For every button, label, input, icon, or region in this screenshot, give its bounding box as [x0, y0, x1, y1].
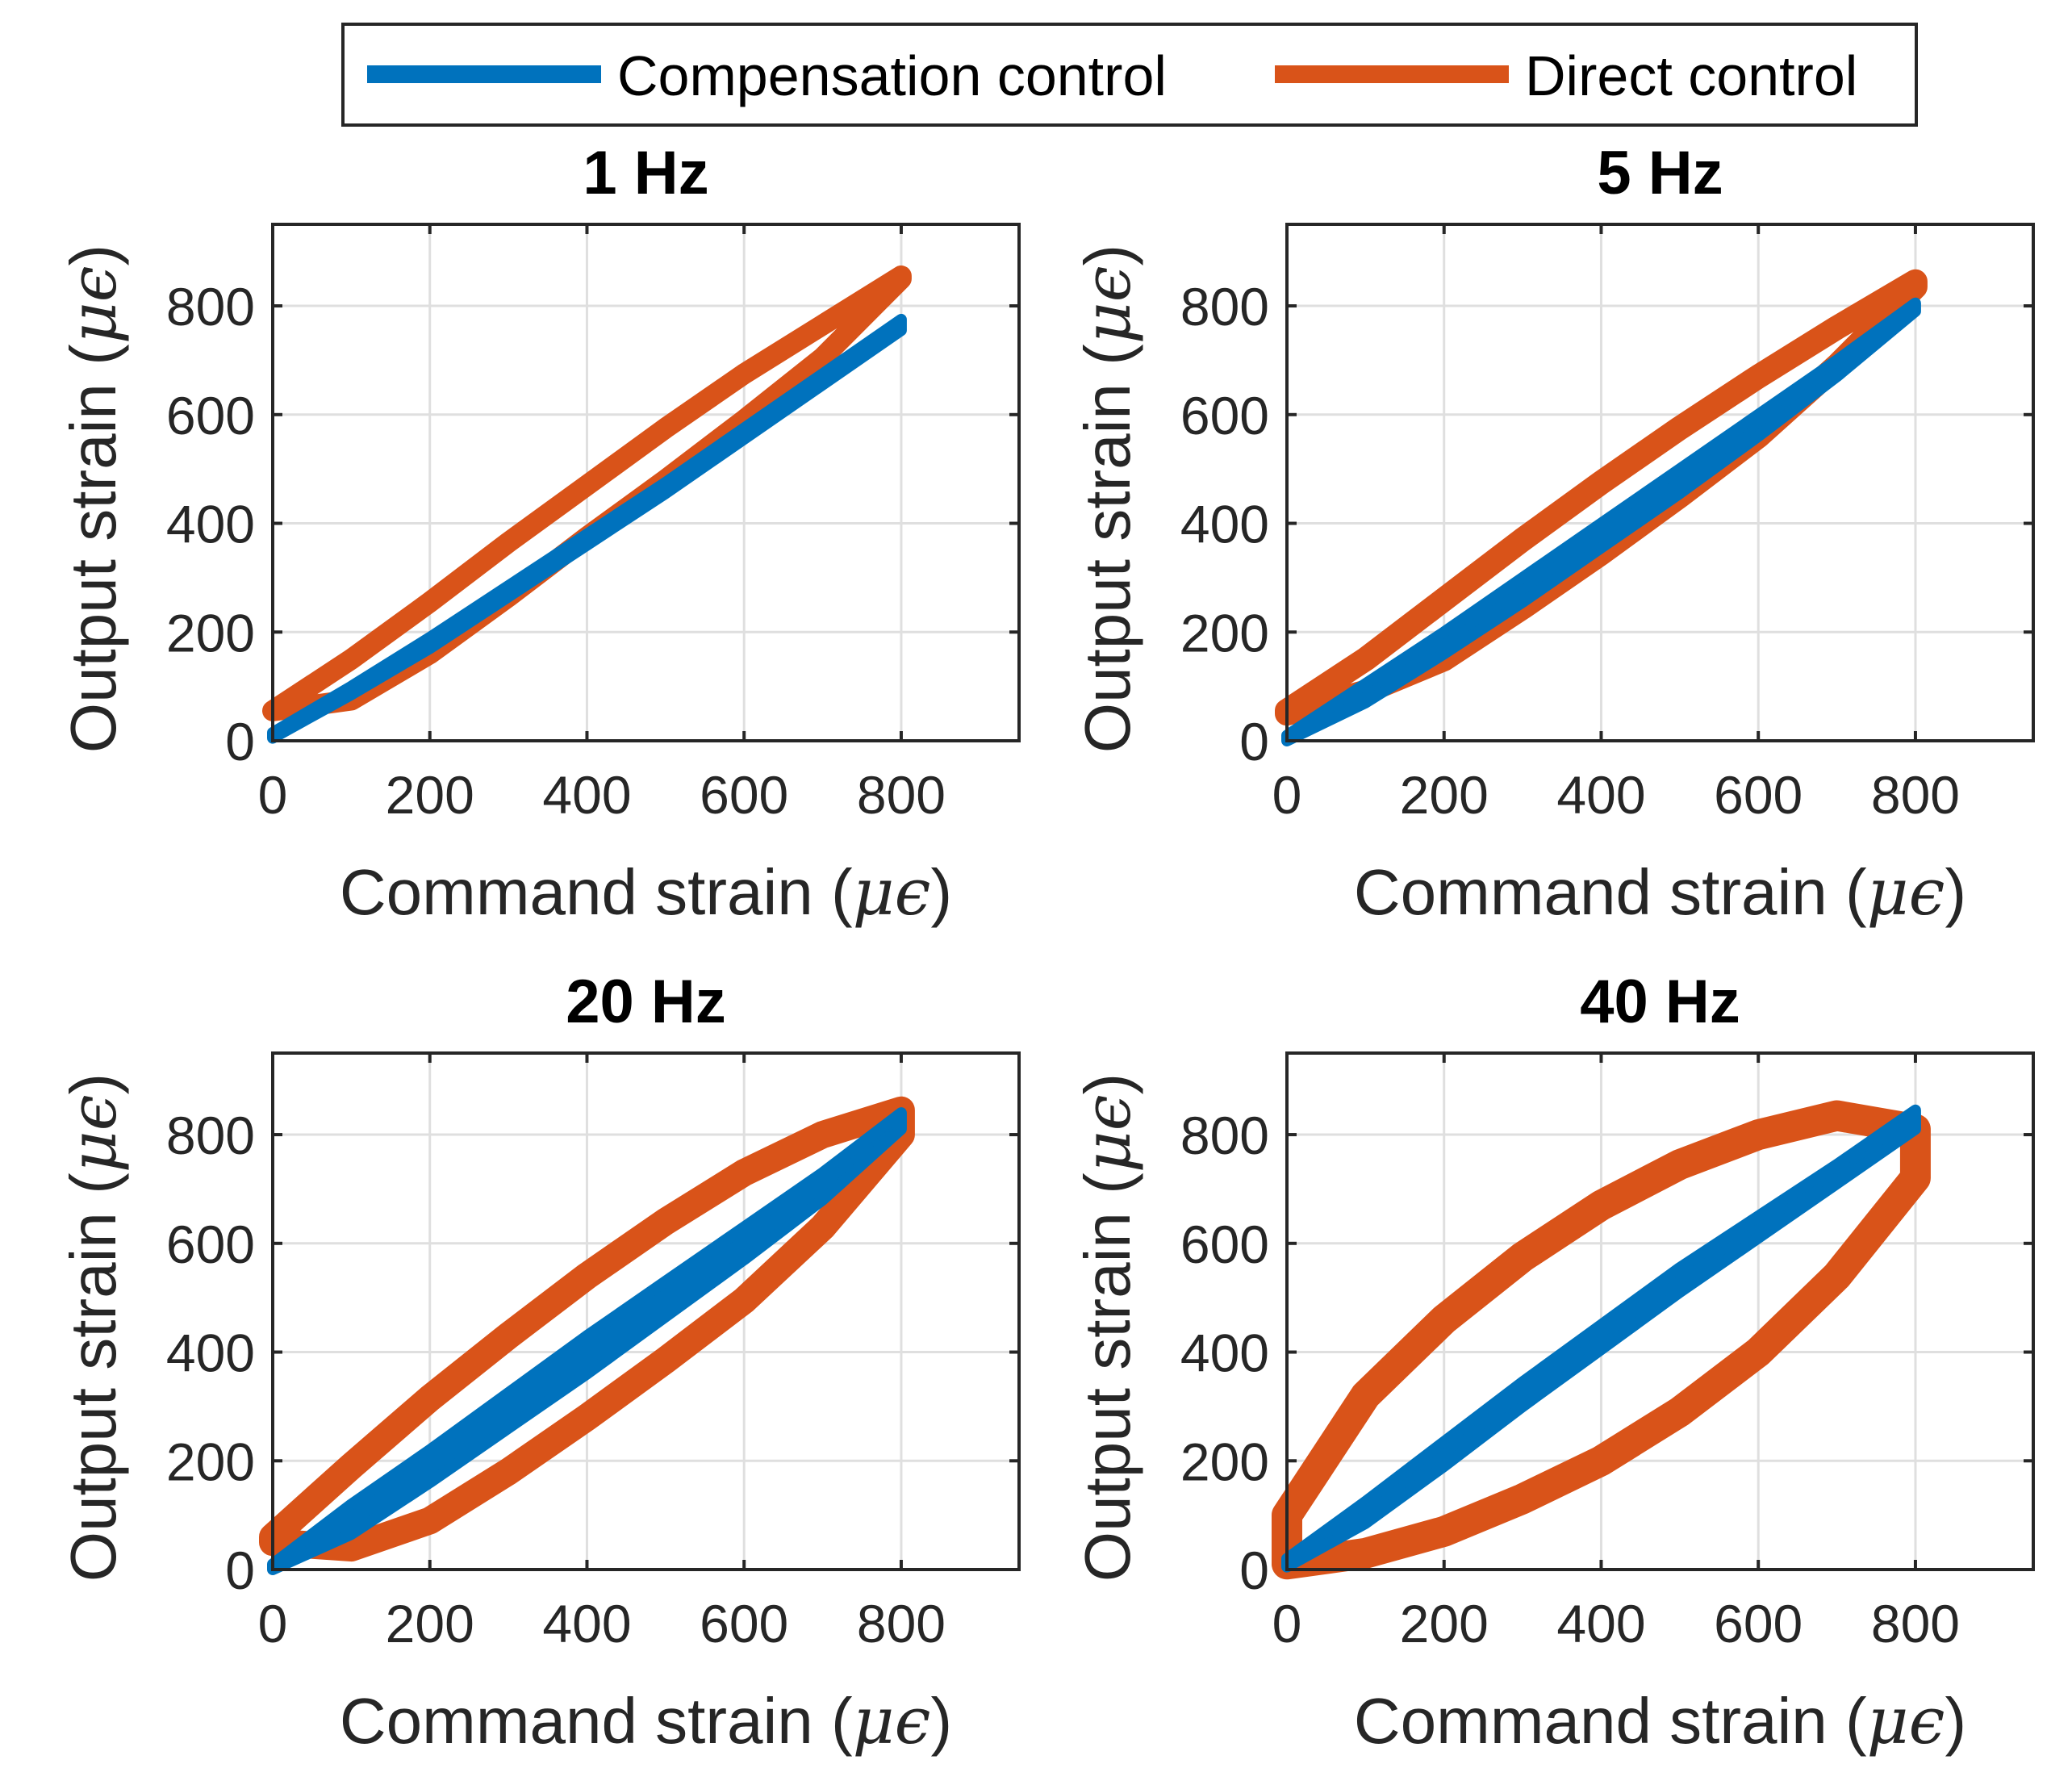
x-axis-label-unit: μϵ: [853, 1683, 931, 1758]
x-axis-label: Command strain (μϵ): [340, 855, 952, 930]
x-axis-label-text: Command strain (: [1354, 856, 1867, 928]
y-axis-label-close: ): [1072, 245, 1143, 266]
x-tick-label: 200: [386, 765, 474, 825]
y-axis-label-text: Output strain (: [57, 1173, 129, 1582]
panel-1: 0 200 400 600 800 0 200 400 600 800 1 Hz Command st…: [56, 139, 1021, 930]
x-axis-label: Command strain (μϵ): [340, 1683, 952, 1758]
series-compensation-loop: [267, 313, 907, 744]
legend-box: [341, 23, 1918, 127]
x-tick-label: 600: [700, 765, 788, 825]
y-axis-label-unit: μϵ: [56, 1094, 131, 1173]
y-tick-label: 600: [166, 386, 255, 445]
x-tick-label: 0: [1272, 1594, 1302, 1653]
x-tick-label: 400: [1556, 1594, 1645, 1653]
panel-title: 20 Hz: [566, 968, 726, 1036]
axes-box: [1285, 1051, 2035, 1571]
legend: Compensation control Direct control: [341, 23, 1918, 127]
x-tick-label: 600: [700, 1594, 788, 1653]
y-tick-label: 0: [225, 712, 255, 771]
x-axis-label: Command strain (μϵ): [1354, 855, 1966, 930]
y-tick-label: 600: [1180, 386, 1269, 445]
y-tick-label: 200: [1180, 603, 1269, 663]
x-axis-label-unit: μϵ: [1867, 1683, 1945, 1758]
axes-box: [1285, 223, 2035, 742]
y-axis-label: Output strain (μϵ): [56, 1073, 131, 1582]
x-axis-label-text: Command strain (: [340, 856, 853, 928]
series-compensation-loop: [1281, 297, 1921, 746]
x-axis-label-unit: μϵ: [1867, 855, 1945, 930]
y-tick-label: 200: [1180, 1432, 1269, 1491]
y-tick-label: 0: [225, 1540, 255, 1600]
x-tick-label: 200: [386, 1594, 474, 1653]
panels: 0 200 400 600 800 0 200 400 600 800 1 Hz Command st…: [56, 139, 2035, 1758]
x-axis-label-text: Command strain (: [1354, 1685, 1867, 1757]
legend-label-compensation: Compensation control: [617, 44, 1167, 107]
y-axis-label-close: ): [1072, 1073, 1143, 1095]
y-axis-label-text: Output strain (: [57, 344, 129, 753]
x-tick-label: 400: [1556, 765, 1645, 825]
panel-4: 0 200 400 600 800 0 200 400 600 800 40 Hz Command s…: [1070, 968, 2035, 1758]
y-axis-label-unit: μϵ: [56, 265, 131, 344]
legend-label-direct: Direct control: [1525, 44, 1857, 107]
x-axis-label-unit: μϵ: [853, 855, 931, 930]
y-tick-label: 400: [1180, 495, 1269, 554]
x-tick-label: 400: [542, 1594, 631, 1653]
y-axis-label: Output strain (μϵ): [1070, 1073, 1145, 1582]
y-tick-label: 800: [1180, 277, 1269, 337]
axes-box: [271, 1051, 1021, 1571]
panel-3: 0 200 400 600 800 0 200 400 600 800 20 Hz Command s…: [56, 968, 1021, 1758]
x-axis-label-close: ): [930, 856, 952, 928]
x-axis-label-close: ): [930, 1685, 952, 1757]
y-axis-label-unit: μϵ: [1070, 265, 1145, 344]
axes-box: [271, 223, 1021, 742]
y-tick-label: 400: [166, 495, 255, 554]
series-compensation-loop: [1281, 1104, 1921, 1573]
y-tick-label: 400: [1180, 1323, 1269, 1383]
y-tick-label: 600: [1180, 1214, 1269, 1274]
panel-title: 1 Hz: [583, 139, 708, 207]
panel-title: 40 Hz: [1580, 968, 1740, 1036]
y-axis-label-text: Output strain (: [1072, 1173, 1143, 1582]
x-axis-label-text: Command strain (: [340, 1685, 853, 1757]
series-direct-loop: [1272, 1100, 1931, 1580]
y-axis-label: Output strain (μϵ): [56, 245, 131, 753]
y-tick-label: 0: [1239, 1540, 1269, 1600]
x-tick-label: 0: [258, 1594, 288, 1653]
x-tick-label: 0: [1272, 765, 1302, 825]
x-tick-label: 800: [1871, 1594, 1960, 1653]
panel-2: 0 200 400 600 800 0 200 400 600 800 5 Hz Command st…: [1070, 139, 2035, 930]
y-tick-label: 800: [166, 277, 255, 337]
y-tick-label: 200: [166, 1432, 255, 1491]
y-tick-label: 400: [166, 1323, 255, 1383]
x-axis-label-close: ): [1945, 856, 1966, 928]
y-axis-label-close: ): [57, 245, 129, 266]
series-compensation-loop: [267, 1107, 907, 1575]
x-axis-label-close: ): [1945, 1685, 1966, 1757]
x-tick-label: 200: [1400, 1594, 1489, 1653]
panel-title: 5 Hz: [1597, 139, 1723, 207]
y-tick-label: 800: [1180, 1106, 1269, 1165]
x-tick-label: 200: [1400, 765, 1489, 825]
x-axis-label: Command strain (μϵ): [1354, 1683, 1966, 1758]
x-tick-label: 600: [1714, 765, 1803, 825]
y-axis-label-text: Output strain (: [1072, 344, 1143, 753]
x-tick-label: 800: [1871, 765, 1960, 825]
x-tick-label: 600: [1714, 1594, 1803, 1653]
y-tick-label: 0: [1239, 712, 1269, 771]
y-axis-label-close: ): [57, 1073, 129, 1095]
y-tick-label: 200: [166, 603, 255, 663]
y-tick-label: 600: [166, 1214, 255, 1274]
y-axis-label: Output strain (μϵ): [1070, 245, 1145, 753]
y-tick-label: 800: [166, 1106, 255, 1165]
x-tick-label: 800: [857, 765, 946, 825]
x-tick-label: 0: [258, 765, 288, 825]
x-tick-label: 800: [857, 1594, 946, 1653]
y-axis-label-unit: μϵ: [1070, 1094, 1145, 1173]
x-tick-label: 400: [542, 765, 631, 825]
